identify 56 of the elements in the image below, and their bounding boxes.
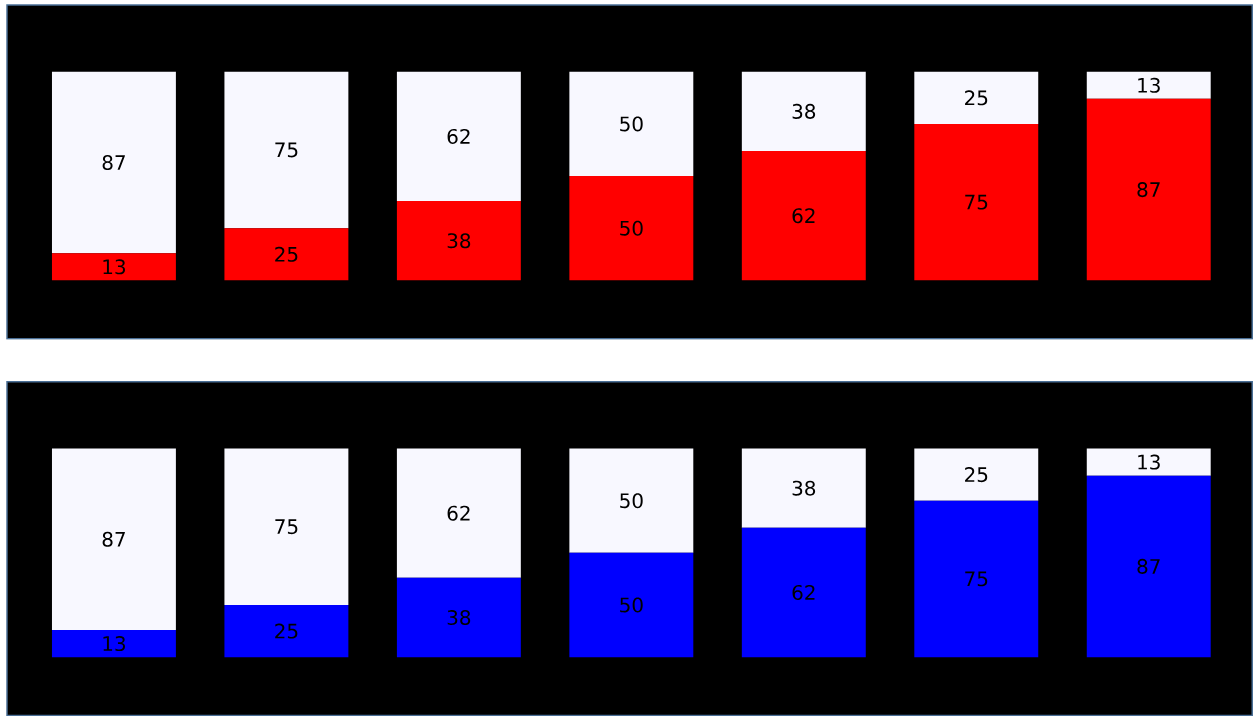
data-label: 50: [620, 220, 643, 236]
data-label: 87: [102, 531, 125, 547]
bar: [51, 629, 176, 657]
data-label: 75: [965, 571, 988, 587]
data-label: 25: [965, 466, 988, 482]
bar: [1086, 71, 1211, 99]
data-label: 13: [1138, 77, 1160, 93]
bar: [1086, 448, 1211, 476]
bar: [224, 604, 349, 657]
bar: [741, 71, 866, 151]
data-label: 87: [1137, 181, 1160, 197]
bar: [741, 150, 866, 281]
data-label: 87: [1137, 558, 1160, 574]
data-label: 75: [275, 142, 298, 158]
data-label: 38: [792, 103, 816, 119]
data-label: 25: [965, 90, 988, 106]
data-label: 62: [447, 505, 470, 521]
data-label: 50: [620, 116, 643, 132]
data-label: 13: [103, 635, 125, 651]
data-label: 13: [103, 259, 125, 275]
bar: [569, 175, 694, 281]
data-label: 38: [447, 609, 471, 625]
data-label: 38: [447, 233, 471, 249]
bar: [569, 71, 694, 176]
bar: [914, 500, 1039, 657]
bar: [914, 71, 1039, 124]
bar: [741, 527, 866, 657]
data-label: 50: [620, 493, 643, 509]
data-label: 75: [275, 519, 298, 534]
bar: [224, 71, 349, 229]
bar: [396, 71, 521, 201]
bar: [224, 448, 349, 605]
bar: [569, 448, 694, 553]
bar: [914, 123, 1039, 281]
bar: [569, 552, 694, 657]
data-label: 25: [275, 246, 298, 262]
bar: [1086, 98, 1211, 281]
data-label: 75: [965, 194, 988, 210]
data-label: 62: [792, 208, 815, 224]
data-label: 62: [447, 128, 470, 144]
bar: [396, 200, 521, 281]
data-label: 38: [792, 480, 816, 496]
bar: [51, 448, 176, 630]
data-label: 62: [792, 584, 815, 600]
bar: [396, 577, 521, 657]
bar: [224, 228, 349, 281]
bar: [396, 448, 521, 578]
data-label: 25: [275, 623, 298, 639]
bar: [51, 71, 176, 254]
bar: [741, 448, 866, 528]
bar: [51, 253, 176, 281]
bar: [1086, 475, 1211, 657]
data-label: 50: [620, 597, 643, 613]
data-label: 13: [1138, 454, 1160, 470]
bar: [914, 448, 1039, 501]
data-label: 87: [102, 154, 125, 170]
